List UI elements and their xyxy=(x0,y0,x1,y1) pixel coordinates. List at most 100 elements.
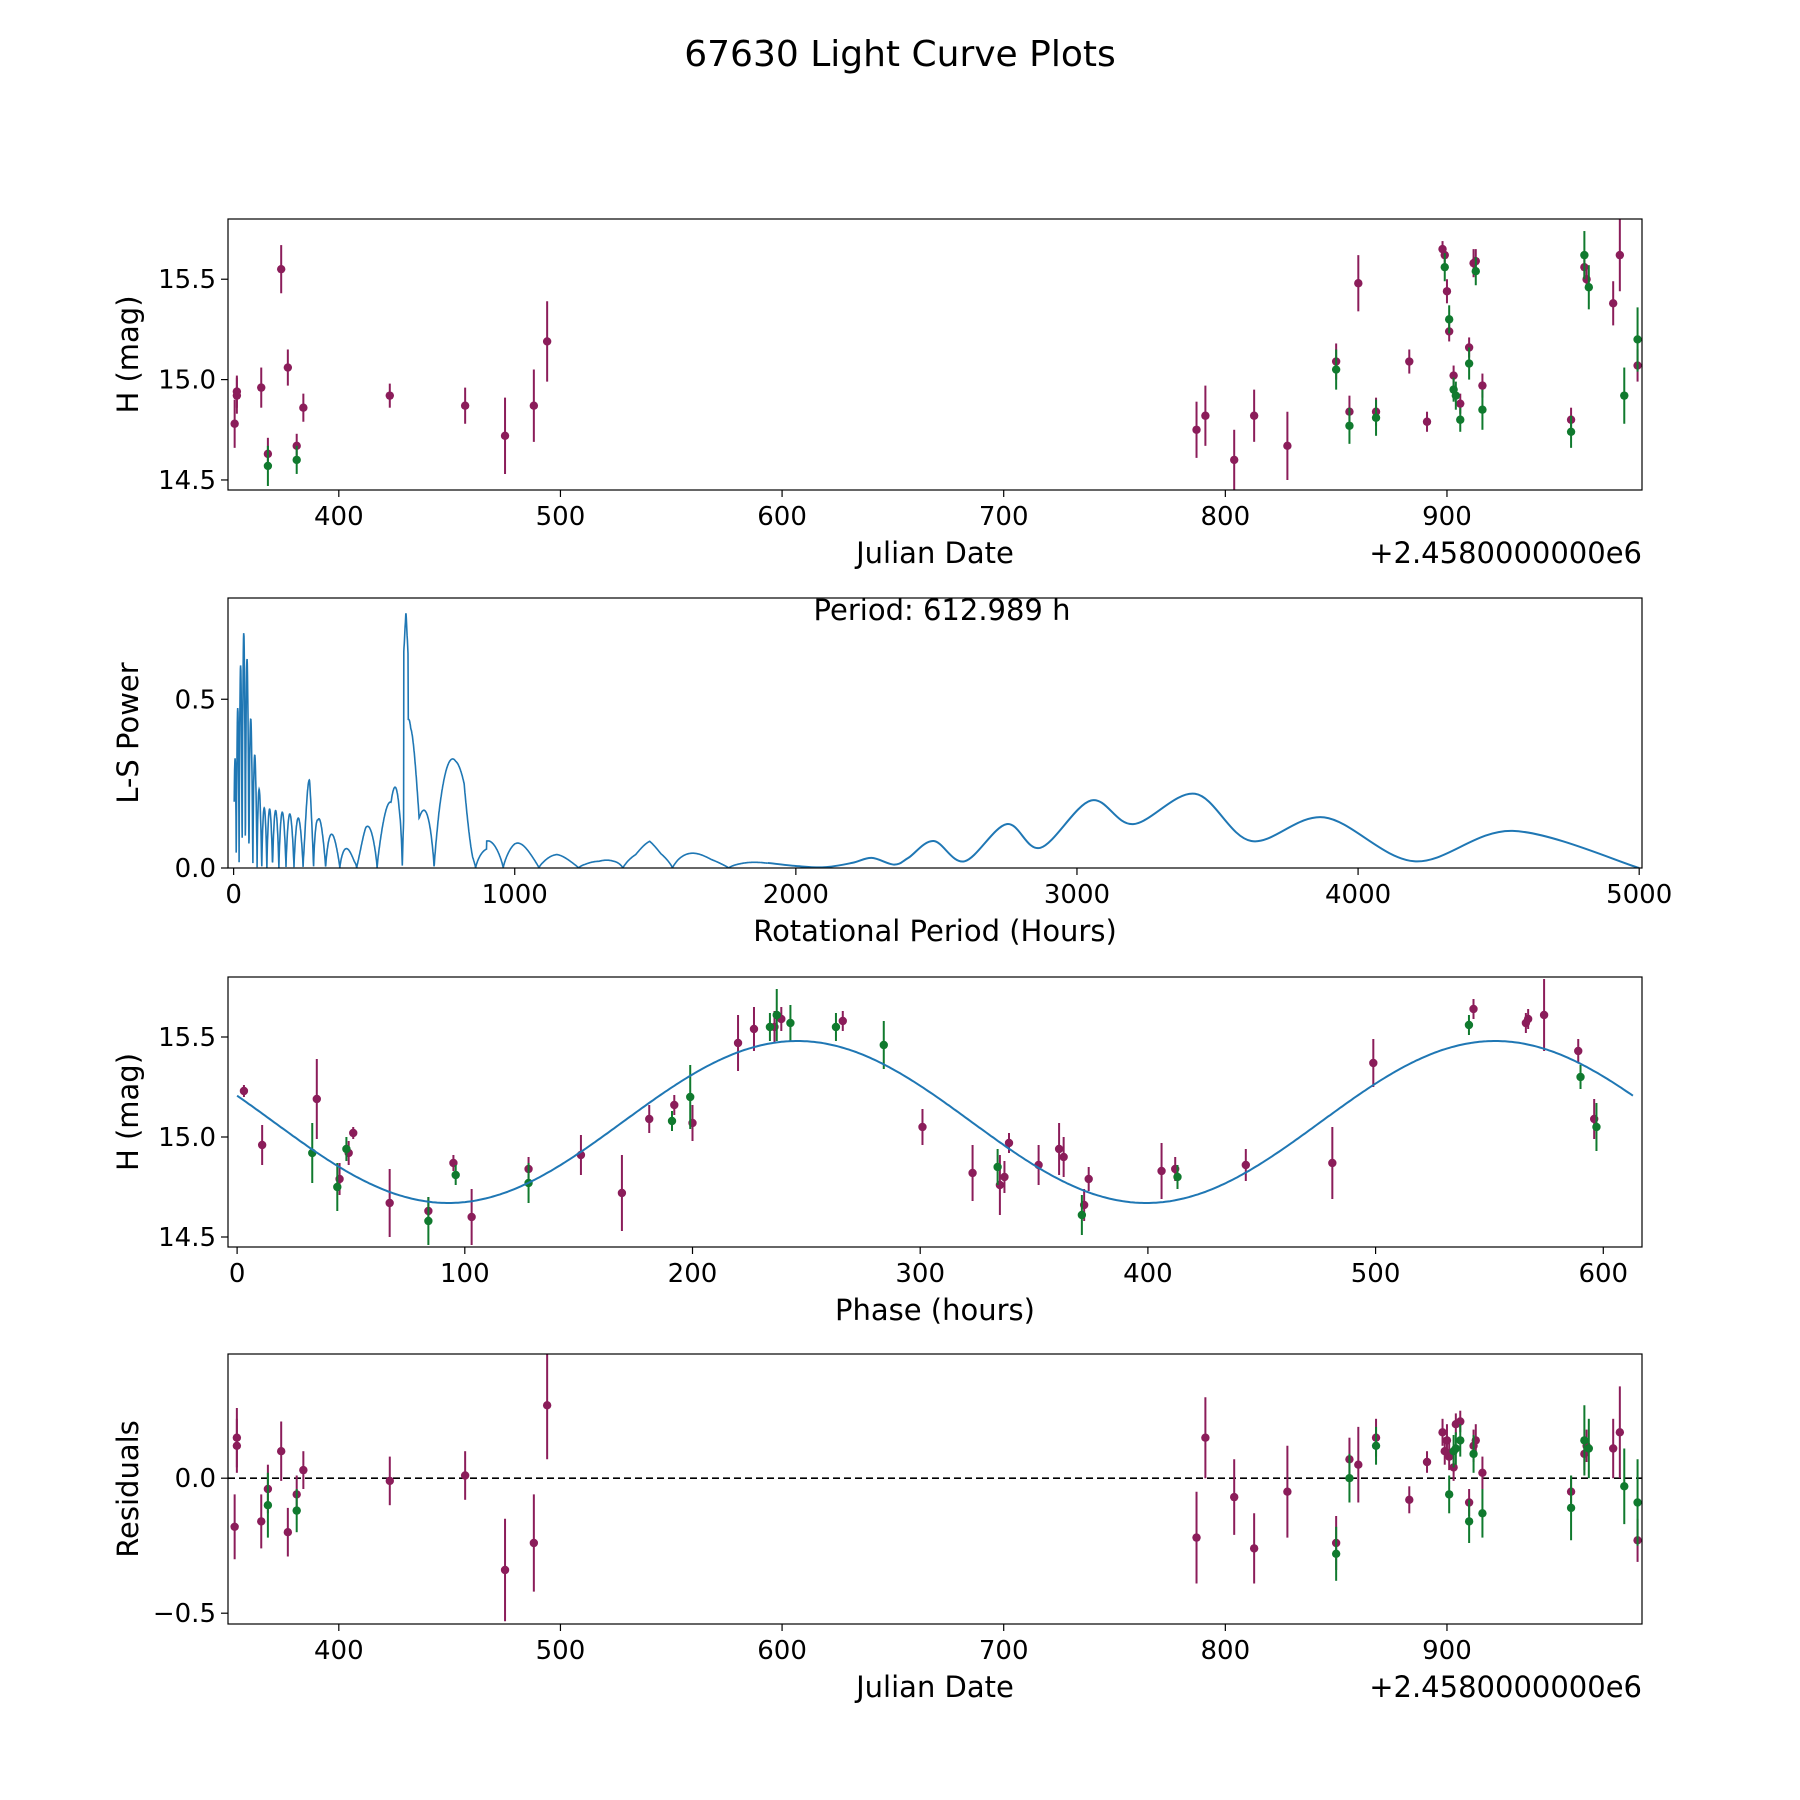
data-point xyxy=(1469,1004,1478,1014)
data-point xyxy=(670,1100,679,1110)
data-point xyxy=(1192,425,1201,434)
x-tick-label: 5000 xyxy=(1606,880,1672,910)
x-axis-label: Phase (hours) xyxy=(835,1293,1035,1327)
data-point xyxy=(686,1092,695,1102)
data-point xyxy=(733,1038,743,1048)
data-point xyxy=(257,1140,267,1150)
data-point xyxy=(1230,455,1239,465)
data-point xyxy=(283,1528,293,1537)
model-fit-curve xyxy=(236,1040,1634,1204)
data-point xyxy=(1173,1172,1182,1182)
data-point xyxy=(1331,365,1341,374)
data-point xyxy=(1354,1460,1363,1469)
data-point xyxy=(1442,287,1452,296)
data-point xyxy=(1054,1144,1064,1154)
data-point xyxy=(1449,1463,1458,1472)
data-point xyxy=(838,1016,847,1026)
lightcurve-series-magenta xyxy=(230,219,1642,490)
data-point xyxy=(667,1116,677,1126)
y-tick-label: 15.0 xyxy=(158,1123,216,1153)
y-tick-label: 0.0 xyxy=(175,854,216,884)
data-point xyxy=(1442,1436,1452,1445)
lightcurve-series-green xyxy=(263,231,1642,486)
data-point xyxy=(239,1086,249,1096)
data-point xyxy=(1608,1444,1618,1453)
data-point xyxy=(1615,250,1625,260)
data-point xyxy=(993,1162,1002,1172)
data-point xyxy=(1438,1428,1447,1437)
data-point xyxy=(968,1168,977,1178)
x-tick-label: 600 xyxy=(757,502,807,532)
data-point xyxy=(230,1522,239,1532)
data-point xyxy=(1633,1498,1642,1507)
x-axis-label: Julian Date xyxy=(854,536,1014,570)
periodogram-axes-frame xyxy=(227,597,1643,869)
data-point xyxy=(460,1471,470,1480)
x-tick-label: 800 xyxy=(1201,1636,1251,1666)
data-point xyxy=(342,1144,351,1154)
data-point xyxy=(1615,1428,1625,1437)
y-axis-label: H (mag) xyxy=(111,295,145,413)
period-annotation: Period: 612.989 h xyxy=(814,593,1071,627)
residuals-plot-area xyxy=(228,1354,1642,1622)
data-point xyxy=(645,1114,654,1124)
lightcurve-plot-area xyxy=(230,219,1642,490)
data-point xyxy=(1084,1174,1093,1184)
data-point xyxy=(1371,413,1381,422)
phased-plot-area xyxy=(236,979,1634,1245)
y-tick-label: −0.5 xyxy=(153,1599,216,1629)
y-tick-label: 14.5 xyxy=(158,1223,216,1253)
data-point xyxy=(1345,1474,1354,1483)
data-point xyxy=(1077,1210,1087,1220)
x-tick-label: 500 xyxy=(1351,1259,1401,1289)
data-point xyxy=(1451,391,1461,400)
y-tick-label: 0.0 xyxy=(175,1464,216,1494)
data-point xyxy=(230,419,239,428)
x-tick-label: 600 xyxy=(1578,1259,1628,1289)
y-axis-label: Residuals xyxy=(111,1420,145,1558)
data-point xyxy=(385,391,394,400)
data-point xyxy=(276,1447,286,1456)
data-point xyxy=(529,1538,539,1548)
data-point xyxy=(385,1198,394,1208)
x-tick-label: 1000 xyxy=(482,880,548,910)
y-axis-label: L-S Power xyxy=(111,662,145,803)
data-point xyxy=(257,383,266,392)
x-axis-offset-text: +2.4580000000e6 xyxy=(1369,536,1642,570)
x-tick-label: 500 xyxy=(536,502,586,532)
data-point xyxy=(1464,1020,1474,1030)
data-point xyxy=(1283,441,1292,451)
data-point xyxy=(1584,1444,1594,1453)
data-point xyxy=(500,431,510,440)
data-point xyxy=(1592,1122,1601,1132)
x-tick-label: 700 xyxy=(979,1636,1029,1666)
figure-title: 67630 Light Curve Plots xyxy=(684,34,1116,75)
data-point xyxy=(1371,1441,1381,1451)
data-point xyxy=(1478,1468,1487,1478)
periodogram-plot-area xyxy=(233,613,1640,868)
data-point xyxy=(1574,1046,1583,1056)
data-point xyxy=(1345,421,1354,430)
x-tick-label: 400 xyxy=(314,1636,364,1666)
data-point xyxy=(1451,1444,1461,1453)
x-tick-label: 100 xyxy=(440,1259,490,1289)
x-tick-label: 3000 xyxy=(1044,880,1110,910)
data-point xyxy=(1249,411,1259,420)
data-point xyxy=(879,1040,888,1050)
x-tick-label: 900 xyxy=(1422,502,1472,532)
data-point xyxy=(1456,415,1465,424)
data-point xyxy=(451,1170,460,1180)
data-point xyxy=(263,1501,273,1510)
data-point xyxy=(1241,1160,1251,1170)
x-tick-label: 0 xyxy=(225,880,242,910)
data-point xyxy=(1478,1509,1487,1518)
data-point xyxy=(1464,359,1474,368)
x-tick-label: 500 xyxy=(536,1636,586,1666)
data-point xyxy=(1157,1166,1166,1176)
data-point xyxy=(1405,1495,1414,1505)
periodogram-chart: 0 1000 2000 3000 4000 5000 0.0 0.5 Rotational Pe… xyxy=(111,593,1672,948)
chart-panels: 400 500 600 700 800 900 14.5 15.0 15.5 Julian Dat… xyxy=(111,218,1672,1704)
lightcurve-chart: 400 500 600 700 800 900 14.5 15.0 15.5 Julian Dat… xyxy=(111,218,1643,570)
data-point xyxy=(1444,315,1454,324)
